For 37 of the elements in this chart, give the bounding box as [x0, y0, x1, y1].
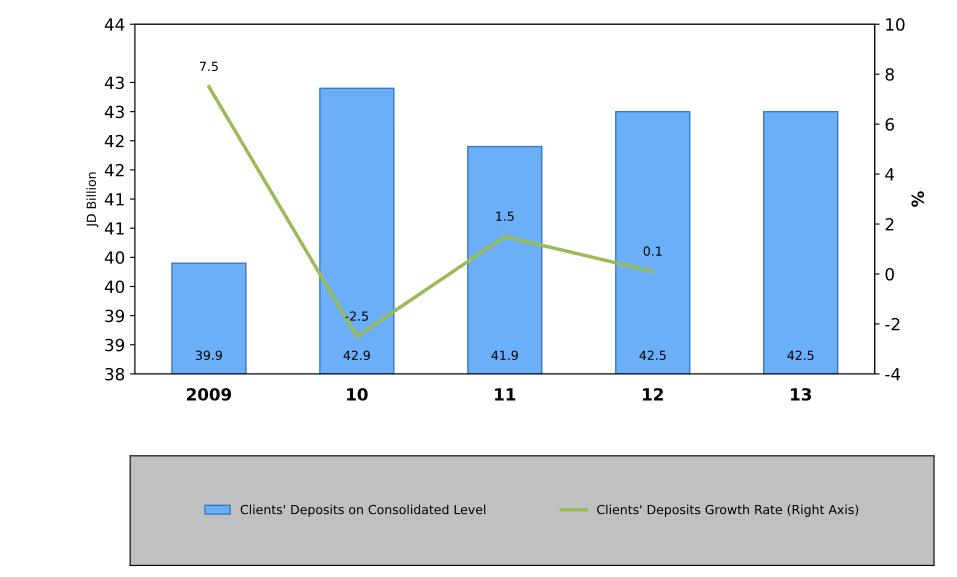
y2-tick-label: -4	[885, 368, 900, 380]
y-tick-label: 40	[104, 251, 124, 264]
x-tick-label: 10	[347, 388, 368, 401]
y2-tick-label: -2	[885, 318, 900, 330]
y-tick-label: 41	[104, 193, 124, 206]
data-label: 7.5	[200, 62, 218, 72]
y2-tick-label: 6	[886, 118, 894, 131]
y-tick-label: 43	[104, 76, 124, 90]
y-tick-label: 41	[104, 222, 124, 235]
y-tick-label: 38	[105, 368, 124, 380]
x-tick-label: 11	[495, 388, 516, 400]
y-axis-title: JD Billion	[86, 172, 98, 228]
data-label: 42.9	[344, 350, 370, 360]
y2-tick-label: 2	[886, 218, 894, 230]
y-tick-label: 44	[104, 18, 124, 31]
x-tick-label: 13	[791, 388, 811, 401]
data-label: 42.5	[787, 350, 814, 360]
data-label: 41.9	[492, 350, 518, 360]
data-label: 1.5	[496, 212, 514, 221]
y-tick-label: 43	[104, 106, 124, 118]
y-tick-label: 39	[105, 310, 124, 322]
y-tick-label: 40	[104, 280, 124, 294]
y2-tick-label: 4	[885, 168, 894, 180]
y-tick-label: 42	[104, 164, 124, 176]
y-tick-label: 39	[105, 338, 124, 352]
data-label: 39.9	[196, 350, 222, 360]
y-tick-label: 42	[104, 134, 124, 148]
y2-tick-label: 8	[886, 68, 894, 81]
x-tick-label: 12	[643, 388, 663, 400]
legend-label: Clients' Deposits on Consolidated Level	[240, 504, 486, 517]
y2-tick-label: 0	[886, 268, 894, 281]
legend-label: Clients' Deposits Growth Rate (Right Axis)	[597, 504, 858, 517]
data-label: 0.1	[644, 246, 662, 256]
x-tick-label: 2009	[187, 388, 232, 401]
data-label: 42.5	[639, 350, 666, 360]
y2-axis-title: %	[911, 191, 924, 207]
y2-tick-label: 10	[886, 18, 905, 31]
